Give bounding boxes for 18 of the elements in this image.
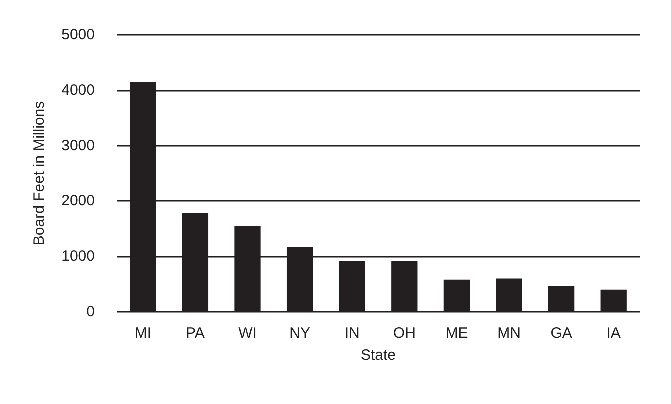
x-tick-label: OH [393,325,416,342]
y-axis-title: Board Feet in Millions [31,101,48,246]
x-tick-label: NY [290,325,310,342]
x-axis-title: State [360,347,396,364]
x-tick-label: IA [606,325,621,342]
x-tick-label: MN [498,325,521,342]
x-tick-label: WI [238,325,257,342]
y-tick-label: 2000 [62,192,95,210]
x-tick-label: ME [446,325,468,342]
x-tick-label: GA [550,325,572,342]
x-tick-label: IN [344,325,360,342]
y-tick-label: 1000 [62,248,95,266]
x-tick-label: PA [186,325,205,342]
y-tick-label: 4000 [62,82,95,99]
y-tick-label: 0 [86,304,95,320]
y-tick-label: 5000 [62,26,95,44]
x-tick-label: MI [134,325,152,342]
y-tick-label: 3000 [62,137,95,154]
